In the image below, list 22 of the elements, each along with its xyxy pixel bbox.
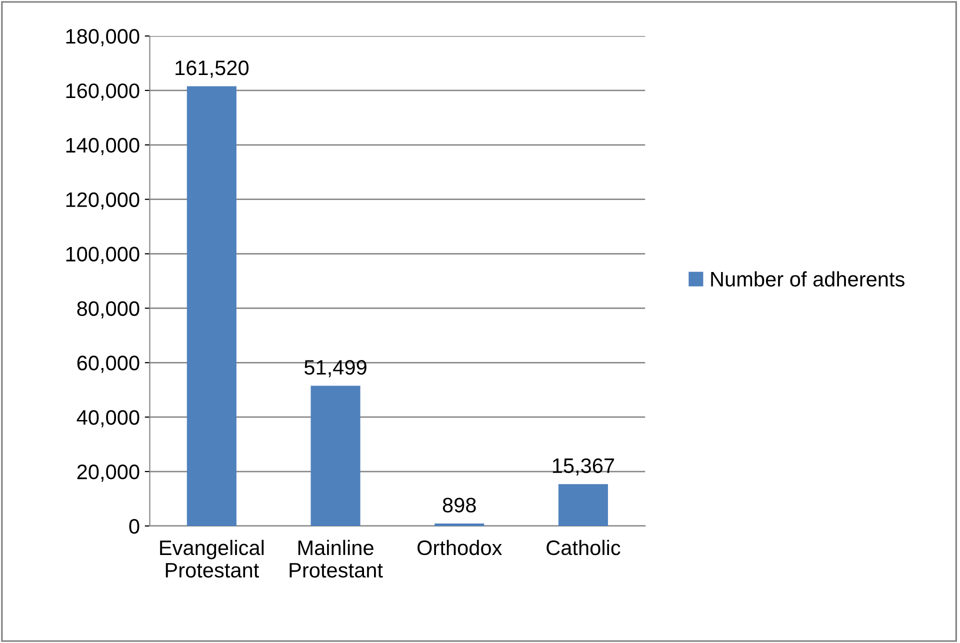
y-tick-label: 20,000 [77,464,140,482]
bar [186,86,236,526]
y-tick-label: 120,000 [66,192,140,210]
data-label: 898 [442,498,476,512]
y-tick-label: 140,000 [66,138,140,156]
bar [558,484,608,526]
y-tick-label: 80,000 [77,301,140,318]
y-tick-label: 40,000 [76,410,140,428]
data-label: 15,367 [552,458,614,476]
x-tick-label: Catholic [546,540,620,556]
y-tick-label: 160,000 [66,83,140,101]
data-label: 51,499 [304,360,366,378]
y-tick-label: 180,000 [66,29,140,46]
data-label: 161,520 [176,60,249,78]
bar [310,386,360,526]
y-tick-label: 0 [129,518,140,534]
y-tick-label: 100,000 [66,246,140,264]
x-tick-label: Orthodox [418,540,502,556]
y-tick-label: 60,000 [77,356,140,373]
legend-label: Number of adherents [711,271,904,287]
x-tick-label: Mainline Protestant [290,540,383,578]
x-tick-label: Evangelical Protestant [160,540,264,578]
